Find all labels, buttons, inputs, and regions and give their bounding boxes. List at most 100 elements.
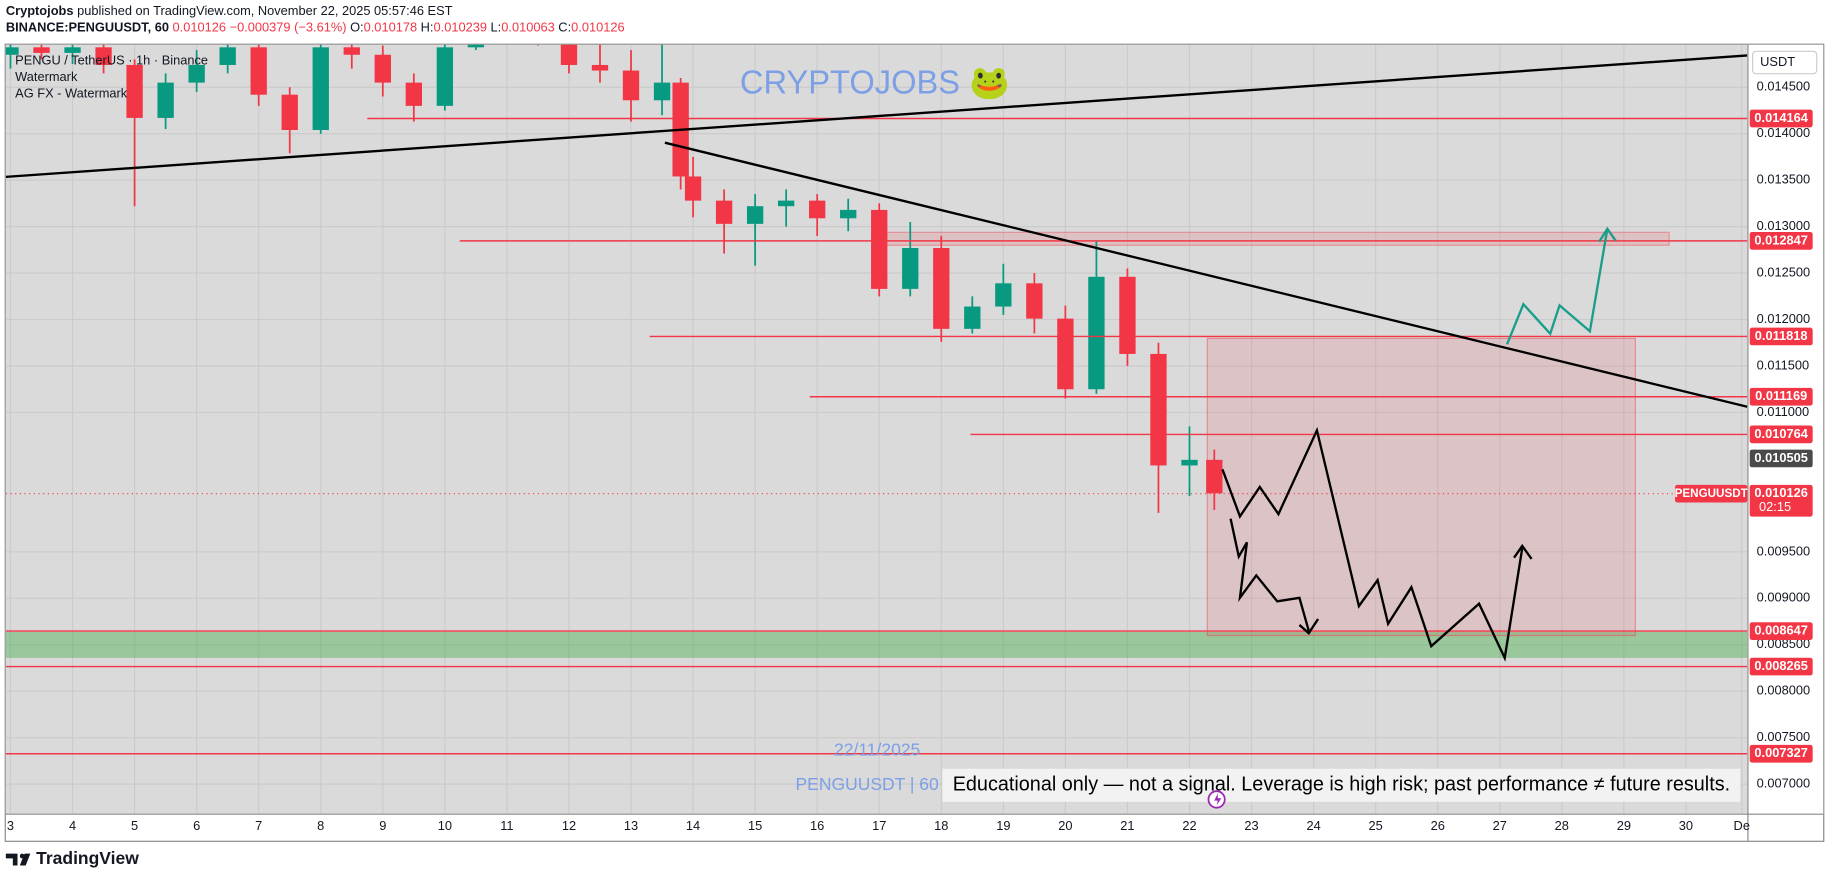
- chart-frame: [4, 43, 1825, 842]
- candle-body: [560, 44, 578, 65]
- y-tick-label: 0.012500: [1757, 264, 1810, 279]
- candle-body: [188, 64, 205, 83]
- last-price-label: 0.010126: [1754, 485, 1807, 500]
- note-box: [942, 768, 1741, 802]
- candle-body: [374, 54, 391, 83]
- candle-body: [933, 248, 950, 329]
- alert-bolt: [1214, 793, 1222, 806]
- projection-path: [1505, 228, 1609, 345]
- x-tick-label: De: [1734, 818, 1750, 833]
- candle-body: [653, 82, 671, 101]
- candle-body: [809, 200, 826, 219]
- y-tick-label: 0.011000: [1757, 404, 1810, 419]
- y-tick-label: 0.007500: [1757, 729, 1810, 744]
- x-tick-label: 24: [1306, 818, 1320, 833]
- target-box: [1206, 337, 1636, 637]
- legend-item: Watermark: [15, 69, 78, 84]
- level-label: 0.007327: [1754, 745, 1807, 760]
- watermark-brand: CRYPTOJOBS 🐸: [740, 63, 1010, 100]
- x-tick-label: 19: [996, 818, 1010, 833]
- candle-body: [95, 47, 112, 65]
- last: 0.010126: [173, 20, 226, 35]
- published: published on TradingView.com, November 2…: [77, 3, 452, 18]
- candle-body: [436, 47, 454, 106]
- level-label-box: [1749, 387, 1813, 406]
- plot-area: [5, 44, 1748, 814]
- x-tick-label: 23: [1244, 818, 1258, 833]
- candle-body: [871, 209, 888, 289]
- x-tick-label: 8: [317, 818, 324, 833]
- candle-body: [1206, 459, 1223, 494]
- footer-logo: [5, 853, 31, 866]
- candle-body: [312, 47, 329, 131]
- level-label: 0.014164: [1754, 110, 1808, 125]
- x-tick-label: 26: [1431, 818, 1445, 833]
- watermark-symbol: PENGUUSDT | 60: [796, 774, 939, 794]
- candle-body: [126, 64, 143, 118]
- level-label: 0.008265: [1754, 658, 1807, 673]
- header-line: Cryptojobs published on TradingView.com,…: [6, 3, 453, 18]
- marker-label: 0.010505: [1754, 450, 1807, 465]
- candle-body: [281, 94, 298, 131]
- x-tick-label: 18: [934, 818, 948, 833]
- drawings-back: [5, 231, 1748, 658]
- x-tick-label: 13: [624, 818, 638, 833]
- c-label: C:: [558, 20, 571, 35]
- legend-item: AG FX - Watermark: [15, 86, 128, 101]
- candle-body: [64, 47, 81, 53]
- x-tick-label: 22: [1182, 818, 1196, 833]
- l-value: 0.010063: [501, 20, 554, 35]
- candle-body: [33, 47, 50, 53]
- h-label: H:: [421, 20, 434, 35]
- x-tick-label: 29: [1617, 818, 1631, 833]
- l-label: L:: [491, 20, 502, 35]
- legend-item: PENGU / TetherUS · 1h · Binance: [15, 53, 208, 68]
- change: −0.000379 (−3.61%): [230, 20, 347, 35]
- h-value: 0.010239: [434, 20, 487, 35]
- x-tick-label: 28: [1555, 818, 1569, 833]
- candle-body: [1088, 276, 1105, 390]
- x-tick-label: 15: [748, 818, 762, 833]
- x-tick-label: 16: [810, 818, 824, 833]
- countdown: 02:15: [1759, 499, 1791, 514]
- candle-body: [219, 47, 236, 65]
- candle-body: [467, 44, 485, 48]
- y-tick-label: 0.014000: [1757, 125, 1810, 140]
- level-label: 0.008647: [1754, 622, 1807, 637]
- last-name: PENGUUSDT: [1675, 487, 1749, 500]
- y-tick-label: 0.014500: [1757, 79, 1810, 94]
- symbol-line: BINANCE:PENGUUSDT, 60 0.010126 −0.000379…: [6, 20, 625, 35]
- level-label-box: [1749, 622, 1813, 640]
- symbol: BINANCE:PENGUUSDT, 60: [6, 20, 169, 35]
- candle-body: [1026, 283, 1043, 319]
- watermark-date: 22/11/2025: [834, 740, 920, 760]
- x-tick-label: 6: [193, 818, 200, 833]
- x-tick-label: 17: [872, 818, 886, 833]
- y-tick-label: 0.011500: [1757, 357, 1810, 372]
- candle-body: [777, 200, 795, 207]
- x-tick-label: 14: [686, 818, 700, 833]
- candle-body: [250, 47, 267, 95]
- drawings: [5, 54, 1748, 662]
- level-label-box: [1749, 657, 1813, 676]
- level-label-box: [1749, 425, 1813, 444]
- currency: USDT: [1760, 54, 1795, 69]
- level-label-box: [1749, 327, 1813, 346]
- x-tick-label: 21: [1120, 818, 1134, 833]
- level-label-box: [1749, 109, 1813, 128]
- x-tick-label: 3: [7, 818, 14, 833]
- x-tick-label: 4: [69, 818, 76, 833]
- level-label: 0.011169: [1755, 388, 1807, 403]
- trendline: [5, 54, 1748, 179]
- resistance-box: [885, 231, 1670, 246]
- candle-body: [902, 248, 919, 289]
- candle-body: [591, 64, 609, 71]
- x-tick-label: 27: [1493, 818, 1507, 833]
- level-label: 0.011818: [1755, 328, 1808, 343]
- candle-body: [840, 209, 857, 219]
- axes: 0.014500 0.014000 0.013500 0.013000 0.012500…: [7, 79, 1813, 833]
- candle-body: [995, 283, 1012, 307]
- note: Educational only — not a signal. Leverag…: [953, 773, 1730, 795]
